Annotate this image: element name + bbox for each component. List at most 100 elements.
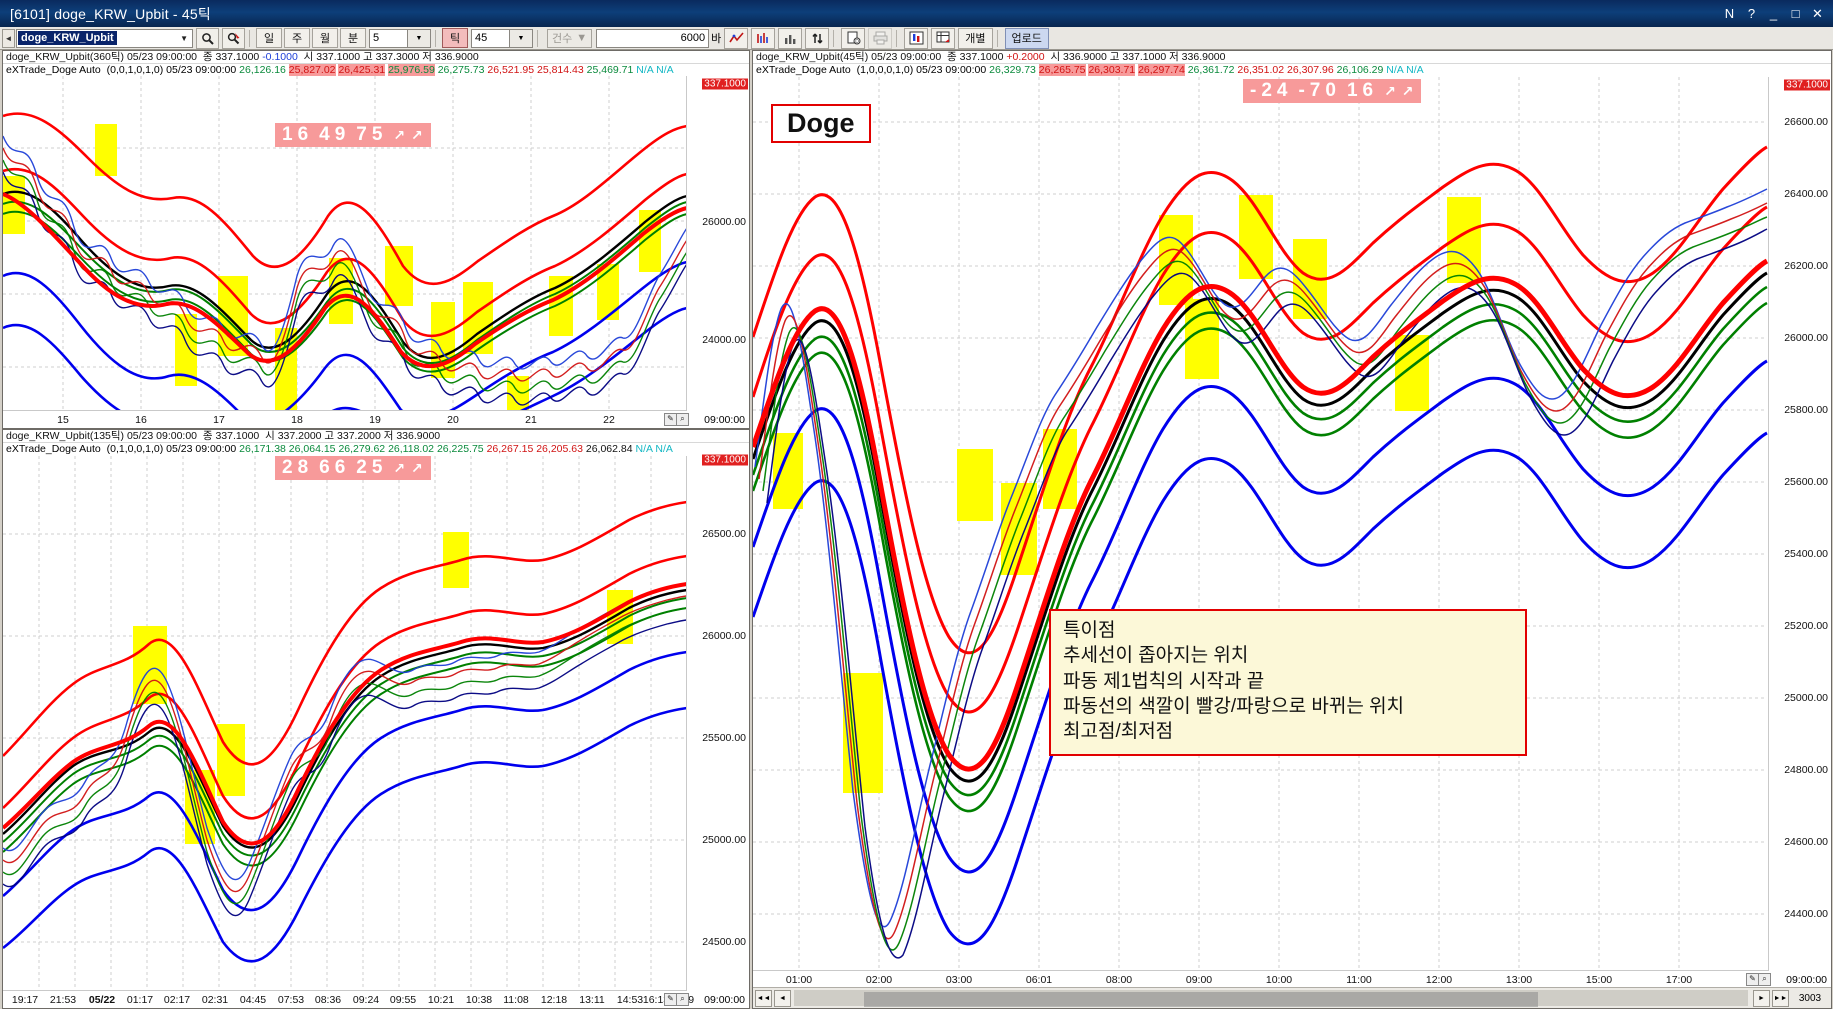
low-label-360: 저 <box>422 51 432 63</box>
ind-val-45-1: 26,265.75 <box>1038 64 1086 76</box>
note-line-3: 파동선의 색깔이 빨강/파랑으로 바뀌는 위치 <box>1063 695 1405 717</box>
symbol-value: doge_KRW_Upbit <box>18 31 117 45</box>
indicator-datetime-360: 05/23 09:00:00 <box>166 64 237 76</box>
signal-badge-360: 16 49 75 ↗ ↗ <box>275 123 431 147</box>
chart-header-360: doge_KRW_Upbit(360틱) 05/23 09:00:00 종 33… <box>3 51 749 64</box>
minute-input[interactable]: 5 <box>369 28 408 48</box>
high-label-360: 고 <box>362 51 373 63</box>
x-label-135-1: 21:53 <box>49 994 77 1006</box>
symbol-prev-button[interactable]: ◄ <box>2 28 15 48</box>
toolbar-divider-4 <box>833 29 835 47</box>
open-label-45: 시 <box>1050 51 1061 63</box>
y-label-45-1: 26400.00 <box>1784 188 1828 200</box>
ind-val-360-3: 25,976.59 <box>388 64 435 76</box>
x-label-135-5: 02:31 <box>201 994 229 1006</box>
x-label-135-15: 13:11 <box>579 994 605 1006</box>
minute-dropdown-icon[interactable]: ▼ <box>408 28 431 48</box>
plot-area-135[interactable]: 337.1000 26500.00 26000.00 25500.00 2500… <box>3 454 749 1008</box>
scatter-chart-icon[interactable] <box>751 27 776 49</box>
scroll-first-button[interactable]: ◄◄ <box>755 989 772 1007</box>
window-close-button[interactable]: ✕ <box>1812 5 1823 21</box>
edit-tool-icon-360[interactable]: ✎ <box>664 413 677 426</box>
updown-arrow-icon[interactable] <box>805 27 830 49</box>
chart-datetime-360: 05/23 09:00:00 <box>126 51 198 63</box>
x-last-360: 09:00:00 <box>704 414 745 426</box>
ind-val-45-6: 26,307.96 <box>1287 64 1334 76</box>
grid-settings-icon[interactable] <box>931 27 956 49</box>
badge-135-n1: 28 <box>282 457 314 478</box>
window-title: [6101] doge_KRW_Upbit - 45틱 <box>10 5 211 22</box>
ind-val-45-5: 26,351.02 <box>1237 64 1285 76</box>
ind-val-45-3: 26,297.74 <box>1138 64 1185 76</box>
y-label-360-1: 24000.00 <box>702 334 746 346</box>
x-last-135: 09:00:00 <box>704 994 745 1006</box>
y-label-135-4: 24500.00 <box>702 936 746 948</box>
toolbar-divider <box>249 29 250 47</box>
x-label-135-11: 10:21 <box>427 994 455 1006</box>
x-label-135-14: 12:18 <box>540 994 568 1006</box>
badge-45-n2: -70 <box>1298 80 1341 101</box>
tick-input[interactable]: 45 <box>471 28 510 48</box>
open-value-135: 337.2000 <box>277 430 322 442</box>
period-button-month[interactable]: 월 <box>312 28 338 48</box>
price-tag-135: 337.1000 <box>702 454 748 466</box>
page-add-icon[interactable]: D <box>841 27 866 49</box>
chart-scrollbar-45[interactable]: ◄◄ ◄ ► ►► 3003 <box>753 987 1831 1008</box>
x-label-45-4: 08:00 <box>1105 974 1133 986</box>
zoom-tool-icon-360[interactable]: ⌕ <box>676 413 689 426</box>
individual-button[interactable]: 개별 <box>958 27 993 49</box>
plot-area-360[interactable]: 337.1000 26000.00 24000.00 15 16 17 18 1… <box>3 76 749 428</box>
x-label-45-9: 13:00 <box>1505 974 1533 986</box>
chart-panel-360tick[interactable]: doge_KRW_Upbit(360틱) 05/23 09:00:00 종 33… <box>2 50 750 429</box>
zoom-tool-icon-135[interactable]: ⌕ <box>676 993 689 1006</box>
period-button-tick[interactable]: 틱 <box>442 28 468 48</box>
candle-settings-icon[interactable] <box>904 27 929 49</box>
ind-val-360-8: N/A <box>636 64 654 76</box>
line-chart-icon[interactable] <box>724 27 749 49</box>
scroll-prev-button[interactable]: ◄ <box>774 989 791 1007</box>
x-label-360-2: 17 <box>213 414 225 426</box>
badge-45-arrows: ↗ ↗ <box>1384 82 1415 99</box>
x-label-45-3: 06:01 <box>1025 974 1053 986</box>
chevron-down-icon[interactable]: ▼ <box>180 33 188 43</box>
chart-panel-135tick[interactable]: doge_KRW_Upbit(135틱) 05/23 09:00:00 종 33… <box>2 429 750 1009</box>
zoom-tool-icon-45[interactable]: ⌕ <box>1758 973 1771 986</box>
y-label-360-0: 26000.00 <box>702 216 746 228</box>
ind-val-45-4: 26,361.72 <box>1187 64 1235 76</box>
print-icon[interactable] <box>868 27 893 49</box>
window-help-button[interactable]: ? <box>1747 6 1756 21</box>
bar-chart-icon[interactable] <box>778 27 803 49</box>
chart-header-135: doge_KRW_Upbit(135틱) 05/23 09:00:00 종 33… <box>3 430 749 443</box>
window-maximize-button[interactable]: □ <box>1791 6 1800 21</box>
x-label-135-17: 16:13 <box>642 994 670 1006</box>
signal-badge-45: -24 -70 16 ↗ ↗ <box>1243 79 1422 103</box>
bars-input[interactable]: 6000 <box>596 28 710 48</box>
symbol-input[interactable]: doge_KRW_Upbit ▼ <box>16 28 193 48</box>
chart-symbol-135: doge_KRW_Upbit(135틱) <box>6 430 125 442</box>
window-note-button[interactable]: N <box>1724 6 1735 21</box>
scroll-track[interactable] <box>794 990 1748 1007</box>
search-icon[interactable] <box>196 27 219 49</box>
toolbar-divider-5 <box>896 29 898 47</box>
count-dropdown[interactable]: 건수 ▼ <box>547 28 593 48</box>
upload-button[interactable]: 업로드 <box>1004 27 1049 49</box>
plot-area-45[interactable]: 337.1000 26600.00 26400.00 26200.00 2600… <box>753 77 1831 988</box>
scroll-next-button[interactable]: ► <box>1753 989 1770 1007</box>
x-label-135-3: 01:17 <box>126 994 154 1006</box>
window-minimize-button[interactable]: _ <box>1769 6 1778 21</box>
tick-dropdown-icon[interactable]: ▼ <box>510 28 533 48</box>
y-label-135-1: 26000.00 <box>702 630 746 642</box>
x-label-45-11: 17:00 <box>1665 974 1693 986</box>
scroll-last-button[interactable]: ►► <box>1772 989 1789 1007</box>
ind-val-45-9: N/A <box>1406 64 1424 76</box>
chart-symbol-360: doge_KRW_Upbit(360틱) <box>6 51 125 63</box>
chart-panel-45tick[interactable]: doge_KRW_Upbit(45틱) 05/23 09:00:00 종 337… <box>752 50 1832 1009</box>
y-label-45-2: 26200.00 <box>1784 260 1828 272</box>
y-label-135-3: 25000.00 <box>702 834 746 846</box>
period-button-day[interactable]: 일 <box>256 28 282 48</box>
period-button-minute[interactable]: 분 <box>340 28 366 48</box>
period-button-week[interactable]: 주 <box>284 28 310 48</box>
search-clear-icon[interactable] <box>222 27 245 49</box>
high-value-135: 337.2000 <box>337 430 381 442</box>
